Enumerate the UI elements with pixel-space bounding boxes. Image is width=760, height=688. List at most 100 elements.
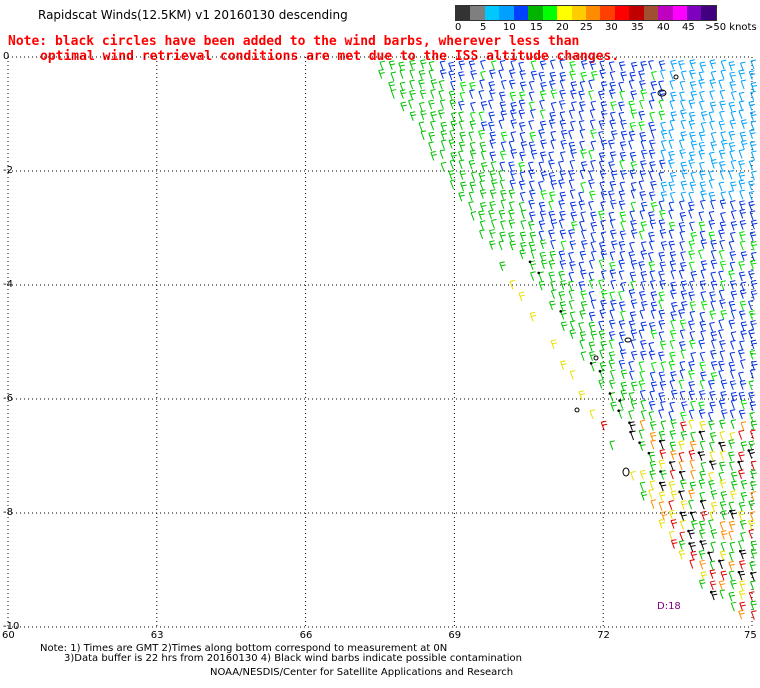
wind-barb [679, 211, 687, 222]
wind-barb [698, 71, 705, 81]
wind-barb [548, 200, 554, 211]
wind-barb [750, 429, 756, 440]
wind-barb [699, 170, 706, 181]
wind-barb [658, 299, 664, 310]
wind-barb [519, 131, 526, 142]
wind-barb [630, 470, 636, 481]
wind-barb [470, 70, 477, 80]
wind-barb [679, 230, 686, 241]
colorbar-label: 0 [455, 22, 462, 33]
longitude-tick-label: 75 [744, 630, 757, 641]
wind-barb [639, 370, 645, 381]
wind-barb [719, 500, 727, 511]
wind-barb [568, 179, 575, 189]
wind-barb [659, 279, 666, 290]
wind-barb [718, 181, 725, 192]
wind-barb [728, 130, 736, 141]
wind-barb [738, 91, 745, 102]
wind-barb [708, 411, 714, 422]
wind-barb [649, 161, 656, 171]
wind-barb [630, 219, 637, 230]
wind-barb [620, 389, 628, 400]
wind-barb [658, 351, 665, 362]
wind-barb [678, 341, 686, 351]
wind-barb [730, 419, 737, 429]
wind-barb [619, 349, 627, 359]
wind-barb [630, 109, 638, 119]
wind-barb [578, 200, 586, 211]
wind-barb [729, 71, 736, 82]
wind-barb [738, 510, 745, 521]
wind-barb [689, 221, 695, 232]
wind-barb [440, 121, 447, 132]
wind-barb [738, 100, 745, 111]
wind-barb [668, 360, 676, 371]
wind-barb [748, 440, 756, 450]
wind-barb [689, 69, 696, 80]
wind-barb [718, 160, 726, 171]
wind-barb [739, 131, 747, 142]
wind-barb [730, 209, 737, 220]
wind-barb [618, 270, 625, 280]
wind-barb [718, 289, 725, 300]
wind-barb [750, 170, 757, 181]
wind-barb [639, 419, 646, 430]
wind-barb [578, 261, 585, 272]
wind-barb [490, 219, 497, 229]
wind-barb [708, 170, 715, 181]
wind-barb [580, 211, 586, 221]
wind-barb [688, 409, 695, 420]
wind-barb [609, 180, 617, 191]
wind-barb [649, 240, 655, 251]
wind-barb [738, 430, 744, 440]
wind-barb [648, 251, 654, 262]
wind-barb [508, 69, 516, 79]
wind-barb [698, 401, 705, 412]
wind-barb [559, 170, 567, 180]
colorbar-label: 15 [530, 22, 543, 33]
wind-barb [730, 369, 736, 380]
wind-barb [719, 431, 725, 441]
wind-barb [540, 139, 547, 150]
wind-barb [719, 550, 727, 561]
wind-barb [568, 229, 575, 239]
wind-barb [750, 469, 757, 480]
wind-barb [710, 239, 717, 250]
wind-barb [680, 70, 687, 81]
wind-barb [740, 251, 748, 261]
wind-barb [658, 171, 665, 182]
wind-barb [630, 350, 638, 361]
wind-barb [489, 139, 496, 149]
wind-barb [648, 350, 656, 361]
colorbar-swatch [484, 6, 500, 20]
wind-barb [709, 310, 716, 320]
wind-barb [728, 101, 736, 112]
wind-barb [479, 180, 485, 190]
wind-barb [569, 189, 576, 199]
wind-barb [750, 241, 758, 251]
wind-barb [699, 100, 705, 111]
wind-barb [539, 239, 547, 249]
wind-barb [700, 461, 707, 472]
wind-barb [669, 441, 677, 452]
wind-barb [449, 179, 456, 189]
wind-barb [728, 169, 735, 180]
wind-barb [469, 181, 477, 192]
wind-barb [650, 309, 657, 320]
colorbar-label: 40 [657, 22, 670, 33]
wind-barb [620, 369, 628, 380]
wind-barb [709, 291, 716, 301]
wind-barb [730, 480, 738, 491]
wind-barb [718, 229, 725, 240]
wind-barb [668, 229, 675, 239]
wind-barb [720, 491, 728, 501]
wind-barb [568, 251, 574, 262]
wind-barb [489, 240, 496, 250]
wind-barb [719, 299, 726, 309]
wind-barb [738, 409, 746, 420]
wind-barb [600, 420, 608, 431]
wind-barb [649, 431, 657, 442]
contamination-marker [647, 451, 651, 455]
wind-barb [610, 279, 616, 290]
wind-barb [428, 141, 434, 152]
